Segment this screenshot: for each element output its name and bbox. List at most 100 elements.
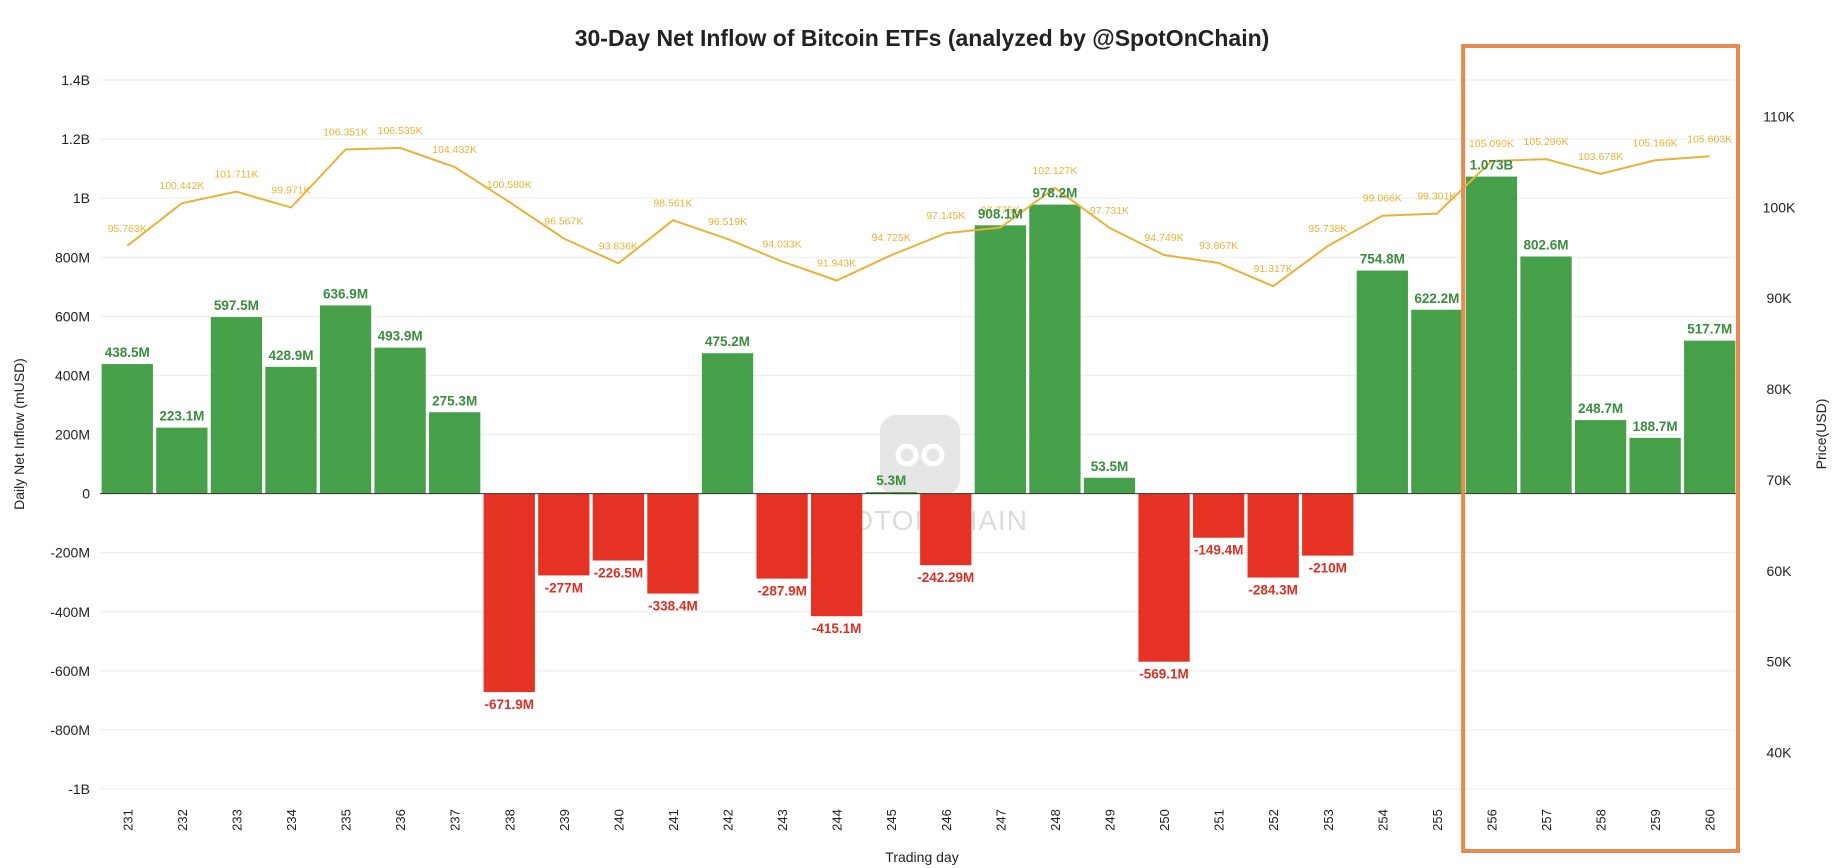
x-tick-label: 233	[229, 809, 244, 831]
price-line: 95.763K 100.442K 101.711K 99.971K 106.351K 10…	[108, 125, 1732, 288]
bar-labels: 438.5M 223.1M 597.5M 428.9M 636.9M 493.9M 275.…	[105, 158, 1732, 712]
bar-label: -287.9M	[757, 584, 807, 599]
bar	[538, 493, 590, 576]
x-tick-label: 252	[1266, 809, 1281, 831]
y2-tick-label: 100K	[1763, 199, 1796, 215]
x-tick-label: 238	[502, 809, 517, 831]
y2-tick-label: 40K	[1767, 745, 1793, 761]
bar	[647, 493, 699, 594]
price-point-label: 99.066K	[1363, 193, 1402, 205]
y-tick-label: -200M	[50, 545, 90, 561]
y-tick-label: 1.2B	[61, 131, 90, 147]
price-point-label: 100.580K	[487, 179, 532, 191]
x-tick-label: 249	[1102, 809, 1117, 831]
bar	[1520, 256, 1572, 494]
price-point-label: 105.603K	[1687, 133, 1732, 145]
x-tick-label: 231	[120, 809, 135, 831]
y-axis-ticks: 1.4B 1.2B 1B 800M 600M 400M 200M 0 -200M -400M -60…	[50, 72, 90, 797]
bar	[1302, 493, 1354, 556]
price-point-label: 98.561K	[653, 197, 692, 209]
y-tick-label: -400M	[50, 604, 90, 620]
bar-label: -671.9M	[484, 697, 534, 712]
bar-label: -210M	[1309, 561, 1347, 576]
price-line-path	[126, 146, 1710, 288]
x-tick-label: 255	[1430, 809, 1445, 831]
bar-label: -242.29M	[917, 570, 974, 585]
y2-tick-label: 110K	[1763, 108, 1795, 124]
price-point-label: 102.127K	[1032, 165, 1077, 177]
highlight-box	[1461, 44, 1740, 853]
price-point-label: 94.725K	[872, 232, 911, 244]
bar	[210, 317, 263, 494]
price-point-label: 91.317K	[1254, 263, 1293, 275]
x-tick-label: 251	[1212, 809, 1227, 831]
price-point-label: 95.738K	[1308, 223, 1347, 235]
price-point-label: 99.301K	[1417, 191, 1456, 203]
x-tick-label: 260	[1703, 809, 1718, 831]
x-tick-label: 240	[611, 809, 626, 831]
watermark-logo-eye-left	[895, 443, 919, 467]
price-point-label: 94.749K	[1144, 232, 1183, 244]
bar-label: 754.8M	[1360, 252, 1405, 267]
bar-label: -226.5M	[594, 565, 644, 580]
price-point-label: 94.033K	[763, 238, 802, 250]
price-point-label: 105.166K	[1633, 137, 1678, 149]
bar-label: 978.2M	[1032, 186, 1077, 201]
bar	[319, 305, 372, 494]
price-point-label: 105.090K	[1469, 138, 1514, 150]
y-tick-label: -800M	[50, 722, 90, 738]
price-point-label: 99.971K	[271, 185, 310, 197]
bar	[701, 353, 754, 494]
x-tick-label: 253	[1321, 809, 1336, 831]
price-point-label: 106.351K	[323, 127, 368, 139]
y2-tick-label: 50K	[1767, 654, 1793, 670]
bar-label: 5.3M	[876, 473, 906, 488]
price-point-label: 93.836K	[599, 240, 638, 252]
y-tick-label: 0	[82, 486, 90, 502]
bar-label: 275.3M	[432, 393, 477, 408]
bar-label: 188.7M	[1633, 419, 1678, 434]
price-point-label: 95.763K	[108, 223, 147, 235]
y2-tick-label: 60K	[1767, 563, 1793, 579]
bar	[1465, 176, 1518, 494]
bar-label: 493.9M	[378, 329, 423, 344]
watermark-logo-eye-right	[921, 443, 945, 467]
x-tick-label: 247	[993, 809, 1008, 831]
bar	[156, 427, 208, 494]
y-tick-label: -1B	[68, 781, 90, 797]
bar	[811, 493, 863, 617]
bar-label: 802.6M	[1524, 237, 1569, 252]
x-tick-label: 245	[884, 809, 899, 831]
x-tick-label: 237	[448, 809, 463, 831]
y-tick-label: 1.4B	[61, 72, 90, 88]
bar	[974, 225, 1026, 494]
y2-axis-title: Price(USD)	[1813, 399, 1829, 470]
y2-tick-label: 90K	[1767, 290, 1793, 306]
watermark-logo-icon	[880, 415, 960, 495]
y2-axis-ticks: 110K 100K 90K 80K 70K 60K 50K 40K	[1763, 108, 1796, 760]
x-tick-label: 259	[1648, 809, 1663, 831]
bar-label: -415.1M	[812, 621, 862, 636]
bar-label: 428.9M	[268, 348, 313, 363]
price-point-label: 105.296K	[1524, 136, 1569, 148]
bar	[920, 493, 972, 566]
chart-title: 30-Day Net Inflow of Bitcoin ETFs (analy…	[575, 25, 1270, 51]
x-axis-title: Trading day	[885, 849, 958, 865]
bar	[1192, 493, 1245, 538]
bar	[429, 412, 481, 494]
bars	[101, 176, 1736, 693]
bar	[1247, 493, 1299, 578]
price-point-label: 96.567K	[544, 215, 583, 227]
x-tick-label: 246	[939, 809, 954, 831]
bar-label: -569.1M	[1139, 667, 1189, 682]
bar-label: 908.1M	[978, 206, 1023, 221]
bar-label: 223.1M	[159, 409, 204, 424]
x-tick-label: 244	[830, 809, 845, 831]
price-point-label: 100.442K	[159, 180, 204, 192]
x-tick-label: 250	[1157, 809, 1172, 831]
price-point-label: 97.775K	[981, 204, 1020, 216]
price-point-label: 106.535K	[378, 125, 423, 137]
bar-label: -277M	[545, 580, 583, 595]
x-tick-label: 258	[1594, 809, 1609, 831]
x-tick-label: 243	[775, 809, 790, 831]
